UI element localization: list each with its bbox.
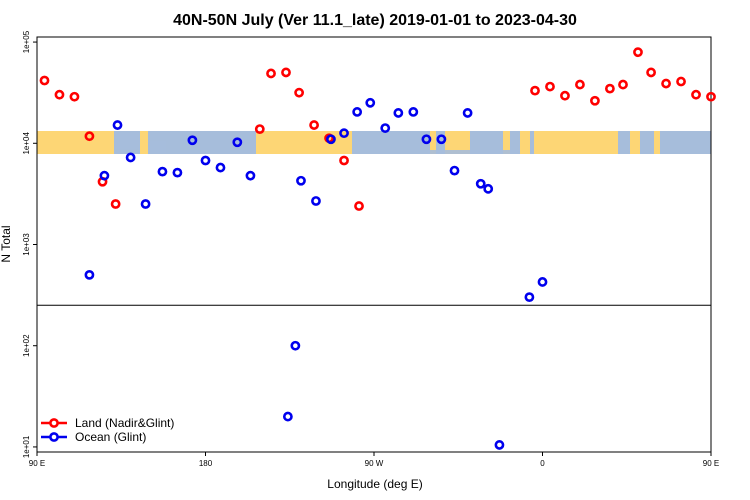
land-point-18	[590, 95, 600, 106]
ocean-point-15	[311, 196, 321, 206]
y-tick-label-0: 1e+01	[22, 435, 31, 458]
map-land-2	[256, 131, 352, 154]
ocean-point-18	[352, 107, 363, 117]
ocean-point-24	[436, 134, 447, 145]
ocean-point-28	[483, 183, 494, 194]
legend-label-ocean: Ocean (Glint)	[75, 430, 146, 444]
map-land-8	[630, 131, 640, 154]
y-tick-label-1: 1e+02	[22, 334, 31, 357]
land-point-8	[281, 67, 291, 78]
legend-marker-ocean	[49, 432, 59, 442]
ocean-point-0	[84, 269, 95, 280]
land-point-7	[266, 68, 276, 79]
land-point-6	[254, 124, 265, 135]
plot-frame	[36, 36, 712, 453]
ocean-point-6	[172, 167, 183, 178]
x-tick-label-0: 90 E	[29, 459, 45, 468]
x-tick-label-4: 90 E	[703, 459, 719, 468]
map-ocean-inlet-1	[150, 141, 166, 153]
land-point-0	[39, 75, 50, 86]
map-ocean-inlet-0	[118, 133, 140, 149]
map-land-5	[503, 131, 510, 154]
ocean-point-31	[537, 277, 548, 287]
ocean-point-2	[112, 120, 123, 130]
land-point-14	[530, 85, 540, 96]
land-point-16	[560, 90, 570, 101]
x-axis: 90 E 180 90 W 0 90 E	[29, 452, 719, 468]
ocean-point-23	[421, 134, 432, 145]
ocean-point-29	[494, 440, 505, 450]
ocean-point-14	[296, 175, 306, 186]
map-land-9	[654, 131, 660, 154]
ocean-point-26	[462, 108, 473, 118]
land-point-26	[706, 91, 716, 102]
land-point-24	[676, 76, 686, 87]
x-tick-label-2: 90 W	[365, 459, 384, 468]
legend-label-land: Land (Nadir&Glint)	[75, 416, 174, 430]
ocean-point-10	[232, 137, 243, 148]
ocean-point-30	[524, 292, 535, 303]
y-tick-label-4: 1e+05	[22, 30, 31, 53]
data-points	[39, 47, 716, 450]
y-tick-label-2: 1e+03	[22, 233, 31, 256]
ocean-point-25	[449, 165, 460, 176]
map-land-6	[520, 131, 530, 154]
ocean-point-21	[393, 108, 404, 118]
land-point-3	[84, 131, 95, 142]
x-axis-label: Longitude (deg E)	[327, 477, 422, 491]
ocean-point-9	[215, 162, 226, 173]
land-point-9	[294, 87, 305, 98]
x-tick-label-1: 180	[199, 459, 213, 468]
land-point-13	[354, 201, 364, 211]
x-tick-label-3: 0	[540, 459, 545, 468]
map-land-1	[140, 131, 148, 154]
land-point-1	[54, 89, 65, 100]
map-land-3	[430, 131, 436, 154]
land-point-2	[69, 91, 80, 102]
map-ocean-inlet-2	[428, 150, 520, 154]
y-axis: 1e+01 1e+02 1e+03 1e+04 1e+05	[22, 30, 37, 458]
ocean-point-20	[380, 123, 391, 133]
ocean-point-13	[290, 340, 301, 351]
ocean-point-4	[140, 199, 151, 209]
land-point-12	[339, 155, 349, 166]
ocean-point-27	[475, 178, 486, 189]
map-land-4	[445, 131, 470, 154]
ocean-point-11	[245, 170, 256, 181]
ocean-point-12	[282, 411, 293, 422]
land-point-10	[309, 120, 319, 130]
ocean-point-3	[125, 152, 136, 163]
land-point-17	[575, 79, 585, 90]
land-point-5	[110, 199, 121, 209]
y-tick-label-3: 1e+04	[22, 131, 31, 154]
ocean-point-1	[99, 170, 110, 181]
ocean-point-8	[200, 155, 211, 166]
legend-marker-land	[49, 418, 59, 428]
ocean-point-5	[157, 166, 168, 177]
ocean-point-17	[339, 128, 349, 139]
chart-title: 40N-50N July (Ver 11.1_late) 2019-01-01 …	[173, 12, 577, 29]
ocean-point-7	[187, 135, 198, 146]
land-point-21	[633, 47, 643, 58]
ocean-point-19	[365, 97, 376, 108]
map-land-0	[37, 131, 114, 154]
land-point-25	[691, 89, 701, 100]
legend: Land (Nadir&Glint)Ocean (Glint)	[41, 416, 174, 444]
world-map-strip	[37, 131, 711, 154]
land-point-22	[646, 67, 656, 78]
y-axis-label: N Total	[0, 225, 13, 262]
land-point-19	[605, 83, 615, 94]
ocean-point-22	[408, 107, 419, 117]
map-land-7	[534, 131, 618, 154]
land-point-15	[545, 81, 555, 92]
land-point-23	[661, 78, 671, 89]
ocean-point-16	[326, 134, 336, 145]
land-point-20	[618, 79, 628, 90]
